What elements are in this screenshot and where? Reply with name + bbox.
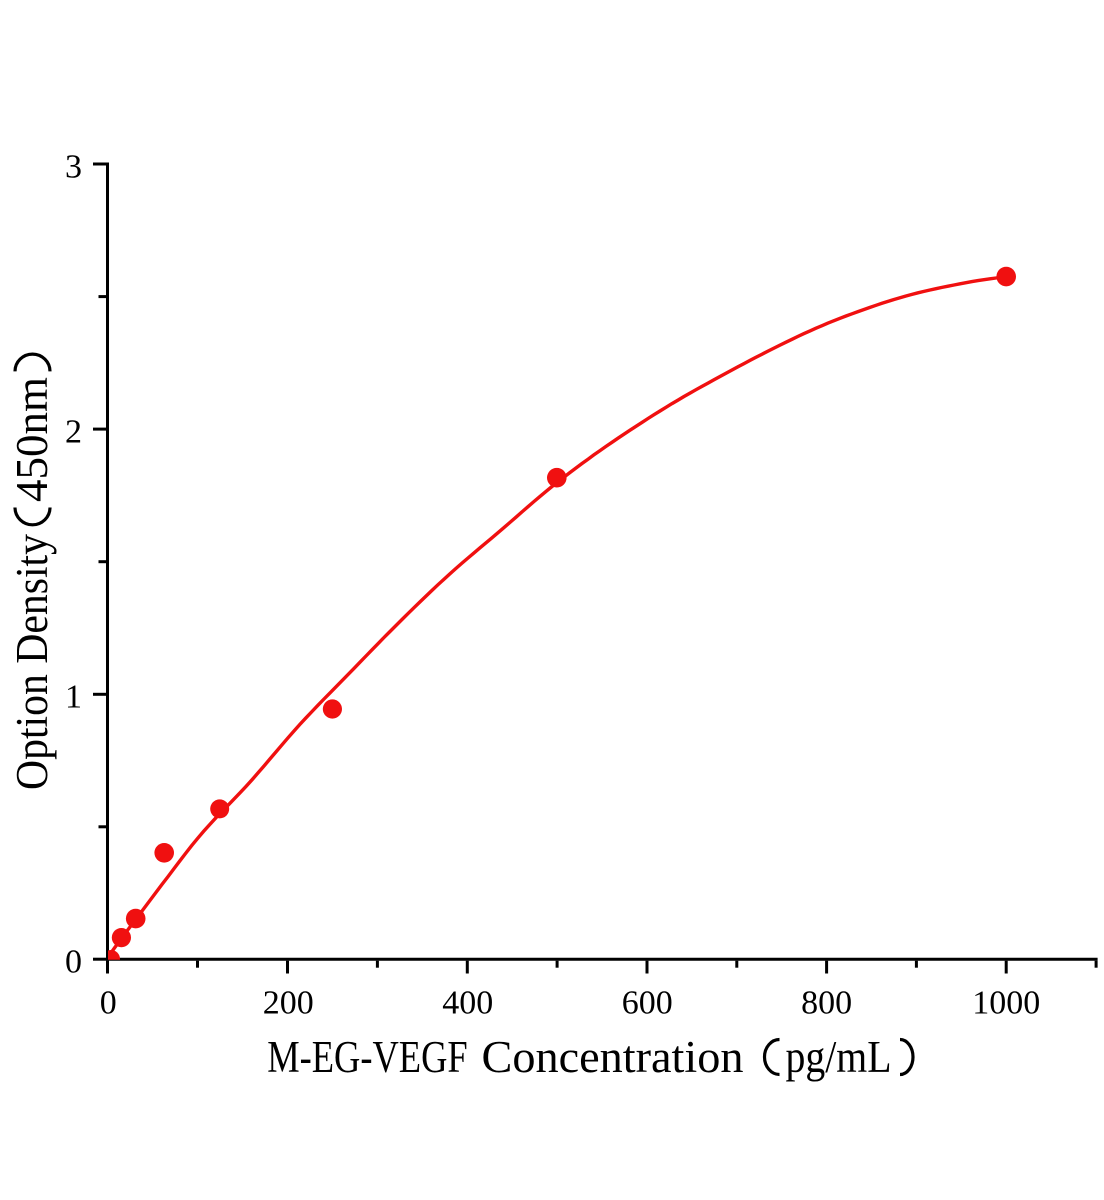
svg-text:Concentration: Concentration [482,1032,744,1082]
svg-text:0: 0 [65,944,82,981]
svg-text:450nm: 450nm [7,377,57,502]
svg-text:600: 600 [622,985,673,1022]
svg-text:800: 800 [801,985,852,1022]
svg-text:1: 1 [65,679,82,716]
svg-text:1000: 1000 [972,985,1040,1022]
svg-text:3: 3 [65,148,82,185]
svg-text:200: 200 [263,985,314,1022]
svg-text:400: 400 [442,985,493,1022]
svg-text:2: 2 [65,414,82,451]
svg-text:M-EG-VEGF: M-EG-VEGF [267,1032,468,1082]
svg-text:0: 0 [100,985,117,1022]
svg-text:Option Density: Option Density [7,534,57,790]
svg-text:pg/mL: pg/mL [786,1032,892,1082]
